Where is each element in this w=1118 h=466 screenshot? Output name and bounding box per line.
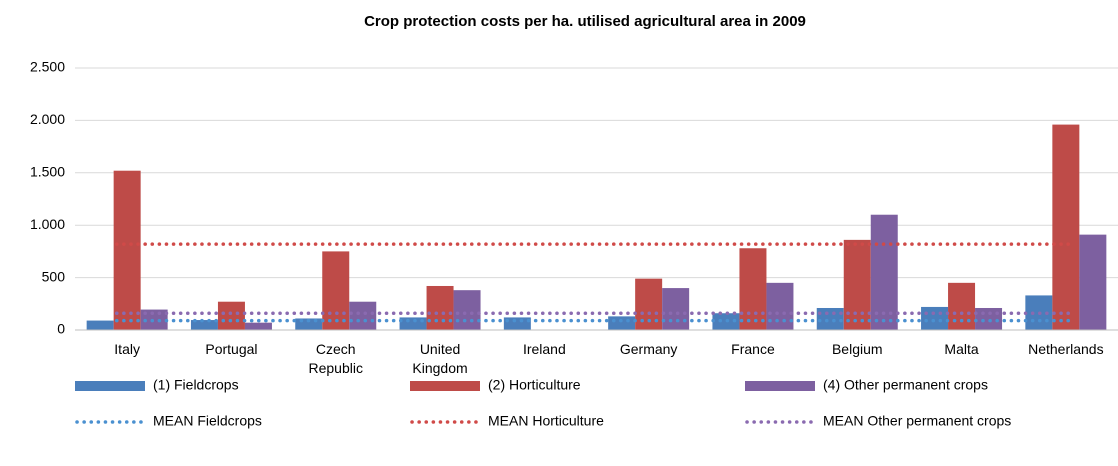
legend-swatch [745, 381, 815, 391]
legend-swatch [75, 381, 145, 391]
x-tick-label: Malta [944, 341, 978, 357]
bar [948, 282, 976, 330]
x-tick-label: Netherlands [1028, 341, 1104, 357]
legend-label: (1) Fieldcrops [153, 377, 239, 393]
x-tick-label: Belgium [832, 341, 883, 357]
bar [190, 320, 218, 330]
bar [322, 251, 350, 330]
x-tick-label: France [731, 341, 775, 357]
bar [921, 306, 949, 330]
bar [113, 170, 141, 330]
x-tick-label: Italy [114, 341, 140, 357]
x-tick-label: Ireland [523, 341, 566, 357]
x-tick-label: Czech Republic [309, 341, 363, 376]
bar [816, 307, 844, 330]
x-tick-label: United Kingdom [412, 341, 467, 376]
bar [244, 322, 272, 330]
y-tick-label: 1.000 [30, 216, 65, 232]
x-tick-label: Portugal [205, 341, 257, 357]
bar [1079, 234, 1107, 330]
bar [766, 282, 794, 330]
legend-label: MEAN Horticulture [488, 413, 604, 429]
bar [635, 278, 663, 330]
legend-swatch [410, 381, 480, 391]
bar [503, 317, 531, 330]
bar [662, 288, 690, 330]
bar [86, 320, 114, 330]
bar [843, 239, 871, 330]
x-tick-label: Germany [620, 341, 678, 357]
y-tick-label: 2.000 [30, 111, 65, 127]
legend-label: (4) Other permanent crops [823, 377, 988, 393]
bar [1052, 124, 1080, 330]
y-tick-label: 1.500 [30, 164, 65, 180]
bar [975, 307, 1003, 330]
bar [295, 318, 323, 330]
bar [453, 290, 481, 330]
bar [426, 285, 454, 330]
legend-label: (2) Horticulture [488, 377, 581, 393]
chart-title: Crop protection costs per ha. utilised a… [364, 13, 806, 30]
legend-label: MEAN Fieldcrops [153, 413, 262, 429]
bar [608, 316, 636, 330]
bar [739, 248, 767, 330]
y-tick-label: 0 [57, 321, 65, 337]
bar [349, 301, 377, 330]
bar [140, 309, 168, 330]
bar [217, 301, 245, 330]
y-tick-label: 2.500 [30, 59, 65, 75]
bar [870, 214, 898, 330]
legend-label: MEAN Other permanent crops [823, 413, 1011, 429]
y-tick-label: 500 [42, 268, 66, 284]
